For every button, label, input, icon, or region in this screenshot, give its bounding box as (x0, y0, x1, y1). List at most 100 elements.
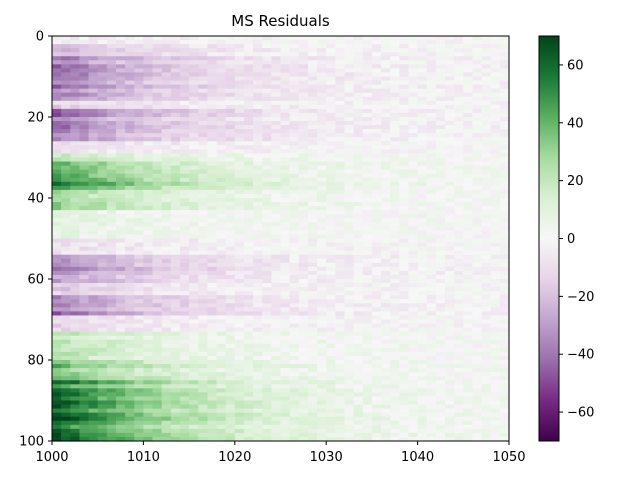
heatmap-cell (445, 400, 455, 406)
heatmap-cell (106, 355, 117, 361)
heatmap-cell (189, 335, 199, 341)
heatmap-cell (70, 295, 81, 300)
heatmap-cell (426, 311, 437, 317)
heatmap-cell (307, 258, 318, 264)
heatmap-cell (143, 323, 154, 329)
heatmap-cell (189, 193, 199, 199)
heatmap-cell (115, 129, 126, 134)
heatmap-cell (216, 129, 227, 134)
heatmap-cell (408, 165, 419, 171)
heatmap-cell (344, 222, 355, 227)
heatmap-cell (97, 52, 108, 57)
heatmap-cell (435, 254, 446, 260)
heatmap-cell (161, 242, 172, 248)
heatmap-cell (298, 198, 309, 203)
heatmap-cell (271, 299, 282, 304)
heatmap-cell (426, 198, 437, 203)
heatmap-cell (207, 108, 218, 114)
heatmap-cell (371, 376, 382, 381)
heatmap-cell (390, 416, 400, 422)
heatmap-cell (207, 396, 218, 402)
heatmap-cell (125, 396, 135, 402)
heatmap-cell (198, 404, 208, 410)
heatmap-cell (216, 335, 227, 341)
heatmap-cell (179, 36, 190, 41)
heatmap-cell (344, 52, 355, 57)
heatmap-cell (70, 153, 81, 159)
heatmap-cell (216, 266, 227, 272)
heatmap-cell (499, 137, 510, 142)
heatmap-cell (362, 137, 373, 142)
heatmap-cell (143, 173, 154, 179)
heatmap-cell (472, 117, 483, 122)
heatmap-cell (371, 283, 382, 288)
heatmap-cell (499, 112, 510, 118)
heatmap-cell (271, 396, 282, 402)
heatmap-cell (234, 185, 245, 191)
heatmap-cell (143, 185, 154, 191)
heatmap-cell (179, 206, 190, 211)
heatmap-cell (445, 254, 455, 260)
heatmap-cell (262, 60, 272, 65)
heatmap-cell (225, 388, 236, 393)
heatmap-cell (399, 165, 410, 171)
heatmap-cell (152, 408, 163, 414)
heatmap-cell (472, 327, 483, 333)
heatmap-cell (234, 84, 245, 90)
heatmap-cell (371, 52, 382, 57)
heatmap-cell (353, 319, 364, 325)
heatmap-cell (234, 177, 245, 183)
heatmap-cell (317, 416, 327, 422)
heatmap-cell (317, 56, 327, 61)
heatmap-cell (253, 347, 263, 353)
heatmap-cell (390, 68, 400, 74)
heatmap-cell (79, 44, 90, 49)
heatmap-cell (115, 335, 126, 341)
heatmap-cell (115, 145, 126, 150)
heatmap-cell (454, 258, 464, 264)
heatmap-cell (490, 230, 501, 236)
heatmap-cell (481, 177, 492, 183)
heatmap-cell (70, 319, 81, 325)
heatmap-cell (472, 56, 483, 61)
heatmap-cell (253, 80, 263, 86)
heatmap-cell (143, 274, 154, 280)
heatmap-cell (243, 80, 254, 86)
heatmap-cell (390, 279, 400, 284)
heatmap-cell (417, 40, 428, 45)
heatmap-cell (435, 432, 446, 438)
heatmap-cell (426, 149, 437, 155)
heatmap-cell (179, 100, 190, 106)
heatmap-cell (262, 185, 272, 191)
heatmap-cell (472, 274, 483, 280)
heatmap-cell (426, 157, 437, 163)
heatmap-cell (289, 193, 300, 199)
heatmap-cell (317, 88, 327, 94)
heatmap-cell (52, 258, 62, 264)
heatmap-cell (161, 60, 172, 65)
heatmap-cell (435, 420, 446, 426)
heatmap-cell (225, 424, 236, 430)
heatmap-cell (454, 408, 464, 414)
heatmap-cell (79, 360, 90, 365)
heatmap-cell (280, 412, 291, 418)
heatmap-cell (161, 400, 172, 406)
heatmap-cell (335, 303, 346, 308)
heatmap-cell (399, 96, 410, 102)
heatmap-cell (445, 141, 455, 146)
heatmap-cell (399, 364, 410, 369)
heatmap-cell (106, 137, 117, 142)
heatmap-cell (271, 279, 282, 284)
heatmap-cell (454, 291, 464, 296)
heatmap-cell (371, 335, 382, 341)
heatmap-cell (97, 222, 108, 227)
heatmap-cell (125, 428, 135, 434)
heatmap-cell (417, 258, 428, 264)
heatmap-cell (289, 242, 300, 248)
heatmap-cell (362, 64, 373, 69)
heatmap-cell (490, 121, 501, 126)
heatmap-cell (463, 279, 474, 284)
heatmap-cell (61, 279, 71, 284)
heatmap-cell (499, 392, 510, 398)
heatmap-cell (179, 242, 190, 248)
